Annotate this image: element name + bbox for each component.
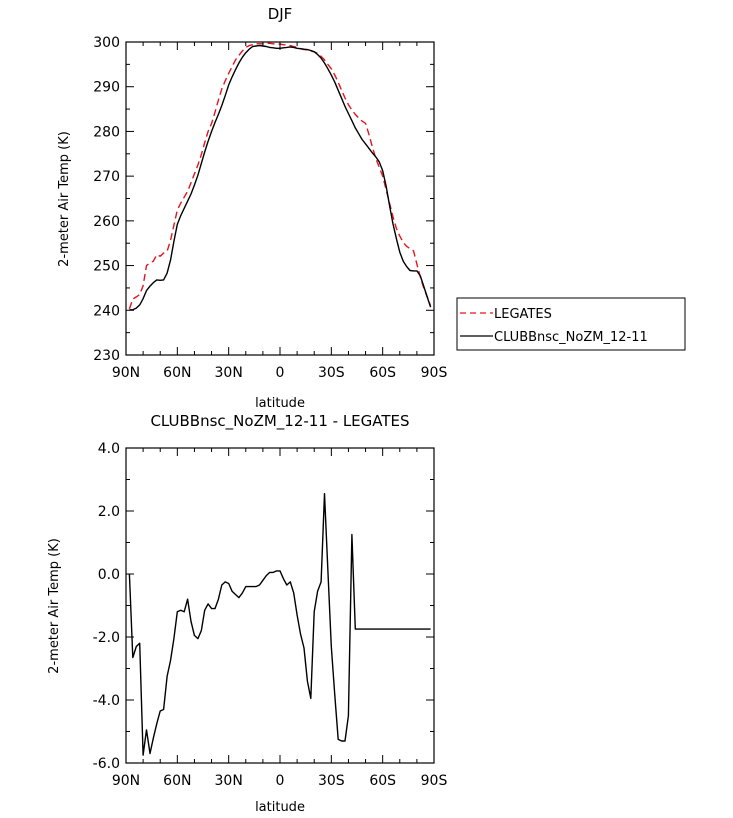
y-tick-label: 4.0: [98, 441, 120, 457]
y-tick-label: 230: [93, 348, 120, 364]
legend: LEGATES CLUBBnsc_NoZM_12-11: [456, 297, 686, 351]
x-tick-label: 30N: [215, 773, 243, 789]
series-line-legates: [128, 42, 432, 310]
y-tick-label: 2.0: [98, 504, 120, 520]
y-tick-label: 290: [93, 80, 120, 96]
y-tick-label: 250: [93, 259, 120, 275]
y-tick-label: 240: [93, 303, 120, 319]
y-axis-label: 2-meter Air Temp (K): [57, 131, 72, 267]
y-tick-label: 260: [93, 214, 120, 230]
x-tick-label: 90N: [112, 365, 140, 381]
x-tick-label: 0: [276, 365, 285, 381]
legend-box: [456, 297, 686, 351]
x-tick-label: 60S: [369, 365, 396, 381]
series-line-difference: [128, 493, 431, 756]
x-tick-label: 60N: [163, 773, 191, 789]
y-tick-label: 300: [93, 35, 120, 51]
legend-label-legates: LEGATES: [494, 307, 552, 322]
x-tick-label: 30S: [318, 773, 345, 789]
y-axis-label: 2-meter Air Temp (K): [47, 538, 62, 674]
x-tick-label: 90S: [421, 365, 448, 381]
plot-frame: [125, 447, 435, 764]
chart-title: CLUBBnsc_NoZM_12-11 - LEGATES: [150, 412, 409, 431]
x-tick-label: 90S: [421, 773, 448, 789]
x-axis-label: latitude: [255, 396, 305, 411]
y-tick-label: -4.0: [93, 693, 120, 709]
x-tick-label: 60N: [163, 365, 191, 381]
x-axis-label: latitude: [255, 800, 305, 815]
x-tick-label: 30S: [318, 365, 345, 381]
chart-difference: CLUBBnsc_NoZM_12-11 - LEGATES 2-meter Ai…: [47, 412, 447, 815]
x-tick-label: 30N: [215, 365, 243, 381]
y-tick-label: 0.0: [98, 567, 120, 583]
series-line-clubbnsc-nozm-12-11: [129, 44, 432, 311]
y-tick-label: -6.0: [93, 756, 120, 772]
x-tick-label: 60S: [369, 773, 396, 789]
y-tick-label: 280: [93, 124, 120, 140]
x-tick-label: 0: [276, 773, 285, 789]
chart-djf: DJF 2-meter Air Temp (K) latitude LEGATE…: [57, 5, 686, 411]
chart-title: DJF: [268, 5, 293, 23]
y-tick-label: 270: [93, 169, 120, 185]
y-tick-label: -2.0: [93, 630, 120, 646]
x-tick-label: 90N: [112, 773, 140, 789]
legend-label-clubb: CLUBBnsc_NoZM_12-11: [494, 330, 648, 345]
